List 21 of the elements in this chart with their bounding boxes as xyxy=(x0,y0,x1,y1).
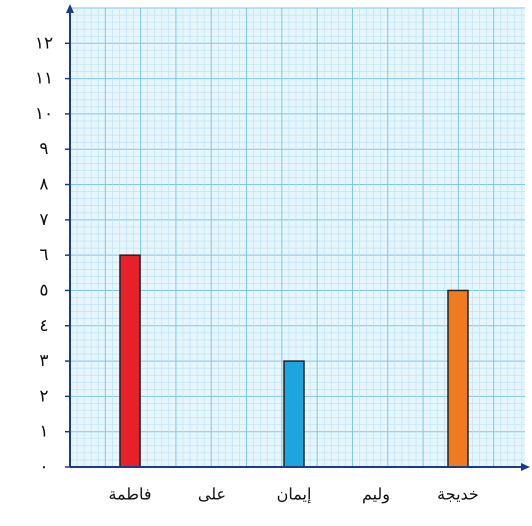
y-tick-label: ١٠ xyxy=(34,104,54,124)
y-tick-label: ١٢ xyxy=(34,33,54,54)
y-tick-label: ٥ xyxy=(39,280,49,300)
x-tick-label: وليم xyxy=(362,484,390,504)
y-tick-label: ٦ xyxy=(39,245,49,266)
bar xyxy=(283,360,305,468)
x-tick-label: فاطمة xyxy=(108,484,152,504)
y-tick-label: ٨ xyxy=(39,174,49,195)
x-tick-label: على xyxy=(198,484,226,504)
y-tick-label: ٠ xyxy=(39,457,49,477)
y-tick-label: ٤ xyxy=(39,316,49,336)
y-tick-label: ١ xyxy=(39,422,49,442)
bar xyxy=(119,254,141,468)
x-tick-label: إيمان xyxy=(276,484,312,504)
y-tick-label: ٩ xyxy=(39,139,49,160)
y-tick-label: ٢ xyxy=(39,386,49,406)
y-tick-label: ٣ xyxy=(39,351,49,372)
y-tick-label: ٧ xyxy=(39,210,49,230)
bar xyxy=(447,290,469,468)
x-tick-label: خديجة xyxy=(437,484,479,504)
y-tick-label: ١١ xyxy=(34,68,54,89)
